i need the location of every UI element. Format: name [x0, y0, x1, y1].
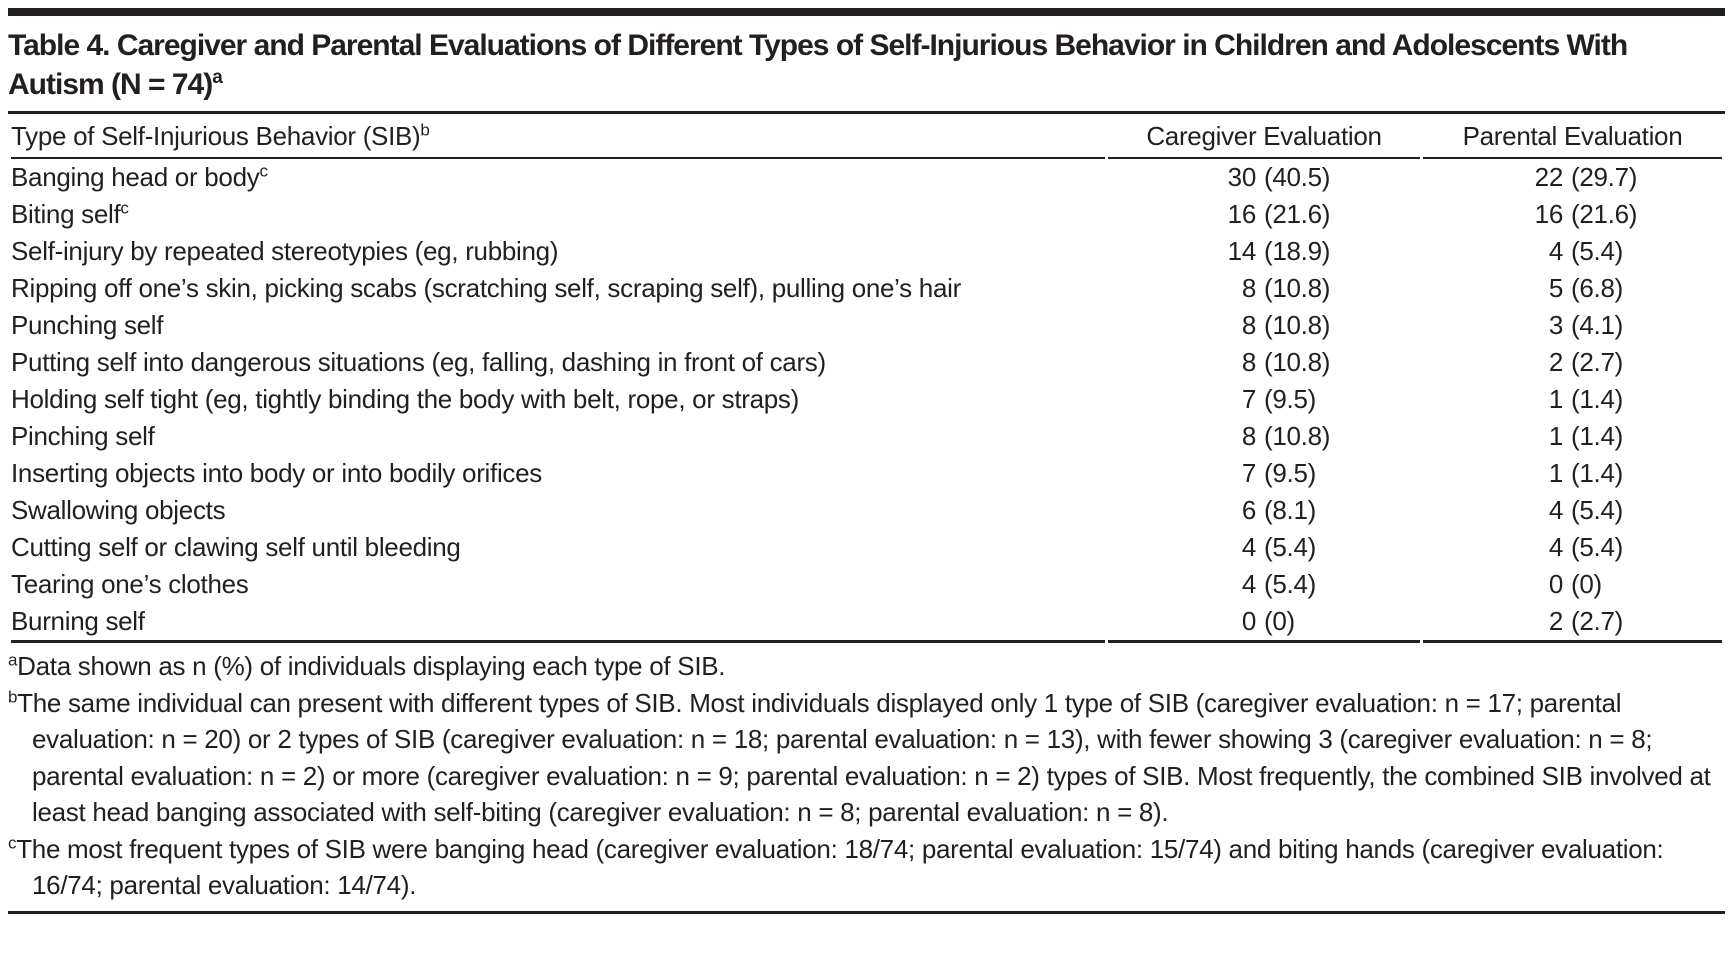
caregiver-value-cell: 14 (18.9): [1227, 236, 1331, 266]
caregiver-value-cell: 4 (5.4): [1241, 569, 1316, 599]
table-row: Self-injury by repeated stereotypies (eg…: [11, 233, 1722, 270]
column-header-parental: Parental Evaluation: [1423, 114, 1722, 159]
column-header-caregiver: Caregiver Evaluation: [1108, 114, 1420, 159]
parental-value-cell: 2 (2.7): [1548, 347, 1623, 377]
footnote-a-text: Data shown as n (%) of individuals displ…: [17, 651, 726, 681]
caregiver-value-cell: 7 (9.5): [1241, 384, 1316, 414]
caregiver-value-cell: 8 (10.8): [1241, 273, 1331, 303]
table-row: Inserting objects into body or into bodi…: [11, 455, 1722, 492]
table-row: Ripping off one’s skin, picking scabs (s…: [11, 270, 1722, 307]
parental-value-cell: 5 (6.8): [1548, 273, 1623, 303]
parental-value-cell: 4 (5.4): [1548, 236, 1623, 266]
table-title: Table 4. Caregiver and Parental Evaluati…: [8, 26, 1725, 104]
caregiver-value-cell: 8 (10.8): [1241, 421, 1331, 451]
sib-type-cell: Banging head or bodyc: [11, 161, 268, 192]
sib-type-cell: Inserting objects into body or into bodi…: [11, 458, 542, 488]
table-row: Putting self into dangerous situations (…: [11, 344, 1722, 381]
caregiver-value-cell: 7 (9.5): [1241, 458, 1316, 488]
sib-type-cell: Swallowing objects: [11, 495, 226, 525]
table-row: Biting selfc 16 (21.6) 16 (21.6): [11, 196, 1722, 233]
caregiver-value-cell: 30 (40.5): [1227, 162, 1331, 192]
column-header-sib-type-label: Type of Self-Injurious Behavior (SIB): [11, 121, 421, 151]
sib-type-cell: Putting self into dangerous situations (…: [11, 347, 826, 377]
sib-type-cell: Biting selfc: [11, 198, 129, 229]
caregiver-value-cell: 16 (21.6): [1227, 199, 1331, 229]
parental-value-cell: 1 (1.4): [1548, 421, 1623, 451]
table-row: Holding self tight (eg, tightly binding …: [11, 381, 1722, 418]
parental-value-cell: 1 (1.4): [1548, 458, 1623, 488]
footnote-marker-a: a: [8, 650, 18, 670]
sib-type-cell: Burning self: [11, 603, 1105, 643]
table-row: Punching self 8 (10.8) 3 (4.1): [11, 307, 1722, 344]
table-row: Banging head or bodyc 30 (40.5) 22 (29.7): [11, 159, 1722, 196]
table-row: Burning self 0 (0) 2 (2.7): [11, 603, 1722, 643]
parental-value-cell: 22 (29.7): [1534, 162, 1638, 192]
footnote-c: cThe most frequent types of SIB were ban…: [8, 831, 1725, 904]
caregiver-value-cell: 4 (5.4): [1241, 532, 1316, 562]
parental-value-cell: 4 (5.4): [1548, 495, 1623, 525]
table-title-text: Table 4. Caregiver and Parental Evaluati…: [8, 29, 1628, 101]
title-footnote-marker-a: a: [212, 67, 223, 88]
sib-type-cell: Ripping off one’s skin, picking scabs (s…: [11, 273, 961, 303]
sib-evaluations-table: Type of Self-Injurious Behavior (SIB)b C…: [8, 114, 1725, 643]
footnote-c-text: The most frequent types of SIB were bang…: [16, 833, 1664, 901]
caregiver-value-cell: 8 (10.8): [1241, 310, 1331, 340]
column-header-footnote-marker-b: b: [420, 120, 430, 140]
table-row: Swallowing objects 6 (8.1) 4 (5.4): [11, 492, 1722, 529]
caregiver-value-cell: 8 (10.8): [1241, 347, 1331, 377]
header-row: Type of Self-Injurious Behavior (SIB)b C…: [11, 114, 1722, 159]
footnote-marker-c: c: [8, 832, 17, 852]
table-row: Cutting self or clawing self until bleed…: [11, 529, 1722, 566]
table-row: Pinching self 8 (10.8) 1 (1.4): [11, 418, 1722, 455]
parental-value-cell: 1 (1.4): [1548, 384, 1623, 414]
row-footnote-marker: c: [120, 198, 129, 218]
footnote-a: aData shown as n (%) of individuals disp…: [8, 648, 1725, 685]
journal-table-page: Table 4. Caregiver and Parental Evaluati…: [8, 8, 1725, 914]
row-footnote-marker: c: [259, 161, 268, 181]
footnote-marker-b: b: [8, 686, 18, 706]
parental-value-cell: 0 (0): [1548, 569, 1602, 599]
footnote-b-text: The same individual can present with dif…: [17, 687, 1711, 828]
parental-value-cell: 4 (5.4): [1548, 532, 1623, 562]
table-row: Tearing one’s clothes 4 (5.4) 0 (0): [11, 566, 1722, 603]
sib-type-cell: Cutting self or clawing self until bleed…: [11, 532, 461, 562]
caregiver-value-cell: 0 (0): [1108, 603, 1420, 643]
top-rule-bar: [8, 8, 1725, 16]
caregiver-value-cell: 6 (8.1): [1241, 495, 1316, 525]
sib-table-wrap: Type of Self-Injurious Behavior (SIB)b C…: [8, 111, 1725, 643]
sib-type-cell: Self-injury by repeated stereotypies (eg…: [11, 236, 559, 266]
sib-type-cell: Pinching self: [11, 421, 155, 451]
sib-type-cell: Holding self tight (eg, tightly binding …: [11, 384, 799, 414]
sib-type-cell: Punching self: [11, 310, 164, 340]
footnote-b: bThe same individual can present with di…: [8, 685, 1725, 831]
sib-type-cell: Tearing one’s clothes: [11, 569, 249, 599]
parental-value-cell: 3 (4.1): [1548, 310, 1623, 340]
parental-value-cell: 2 (2.7): [1423, 603, 1722, 643]
parental-value-cell: 16 (21.6): [1534, 199, 1638, 229]
footnotes: aData shown as n (%) of individuals disp…: [8, 648, 1725, 914]
column-header-sib-type: Type of Self-Injurious Behavior (SIB)b: [11, 114, 1105, 159]
